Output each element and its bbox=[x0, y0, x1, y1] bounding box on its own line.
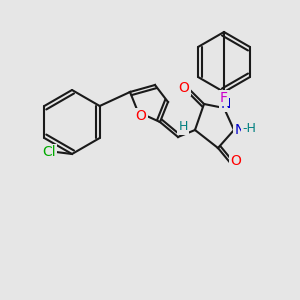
Text: -H: -H bbox=[242, 122, 256, 134]
Text: F: F bbox=[220, 91, 228, 105]
Text: O: O bbox=[136, 109, 146, 123]
Text: H: H bbox=[178, 121, 188, 134]
Text: Cl: Cl bbox=[42, 145, 56, 159]
Text: O: O bbox=[178, 81, 189, 95]
Text: O: O bbox=[231, 154, 242, 168]
Text: N: N bbox=[235, 123, 245, 137]
Text: N: N bbox=[221, 97, 231, 111]
